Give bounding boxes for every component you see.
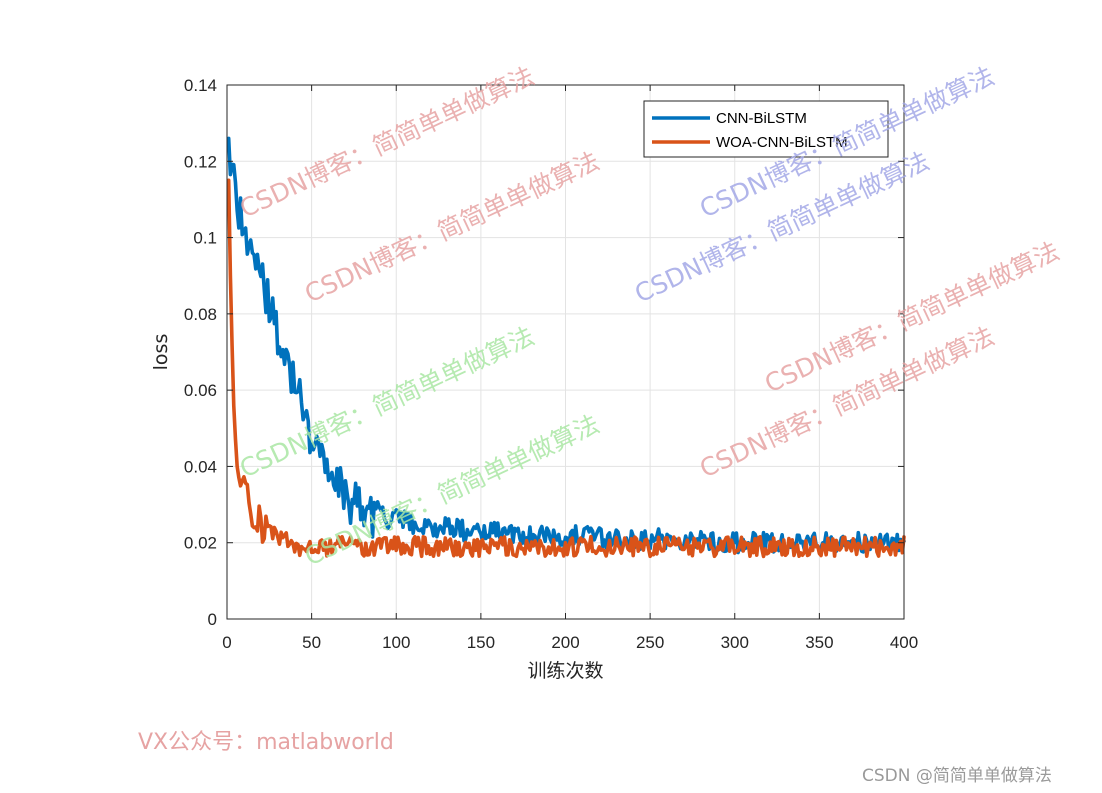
x-tick-label: 300 <box>721 633 749 652</box>
footer-csdn-credit: CSDN @简简单单做算法 <box>862 766 1052 786</box>
series-line-woa-cnn-bilstm <box>226 178 906 559</box>
y-tick-label: 0.04 <box>184 457 217 476</box>
legend-label: CNN-BiLSTM <box>716 110 807 127</box>
axis-ticks: 0 50 100 150 200 250 300 350 400 0 0.02 0.04 0.06 0.0… <box>184 76 918 652</box>
y-tick-label: 0.06 <box>184 381 217 400</box>
x-tick-label: 0 <box>222 633 231 652</box>
x-tick-label: 100 <box>382 633 410 652</box>
footer-wechat-watermark: VX公众号：matlabworld <box>138 730 394 755</box>
x-tick-label: 200 <box>551 633 579 652</box>
y-tick-label: 0.02 <box>184 534 217 553</box>
y-tick-label: 0.1 <box>193 229 217 248</box>
x-tick-label: 400 <box>890 633 918 652</box>
legend-box <box>643 100 889 158</box>
x-tick-label: 350 <box>805 633 833 652</box>
legend: CNN-BiLSTM WOA-CNN-BiLSTM <box>643 100 889 158</box>
chart-series <box>226 136 906 559</box>
y-tick-label: 0.08 <box>184 305 217 324</box>
x-axis-label: 训练次数 <box>527 660 603 682</box>
y-tick-label: 0.14 <box>184 76 217 95</box>
x-tick-label: 150 <box>467 633 495 652</box>
series-line-cnn-bilstm <box>226 136 906 555</box>
x-tick-label: 50 <box>302 633 321 652</box>
y-axis-label: loss <box>150 334 172 371</box>
legend-label: WOA-CNN-BiLSTM <box>716 134 848 151</box>
x-tick-label: 250 <box>636 633 664 652</box>
y-tick-label: 0 <box>208 610 217 629</box>
y-tick-label: 0.12 <box>184 152 217 171</box>
